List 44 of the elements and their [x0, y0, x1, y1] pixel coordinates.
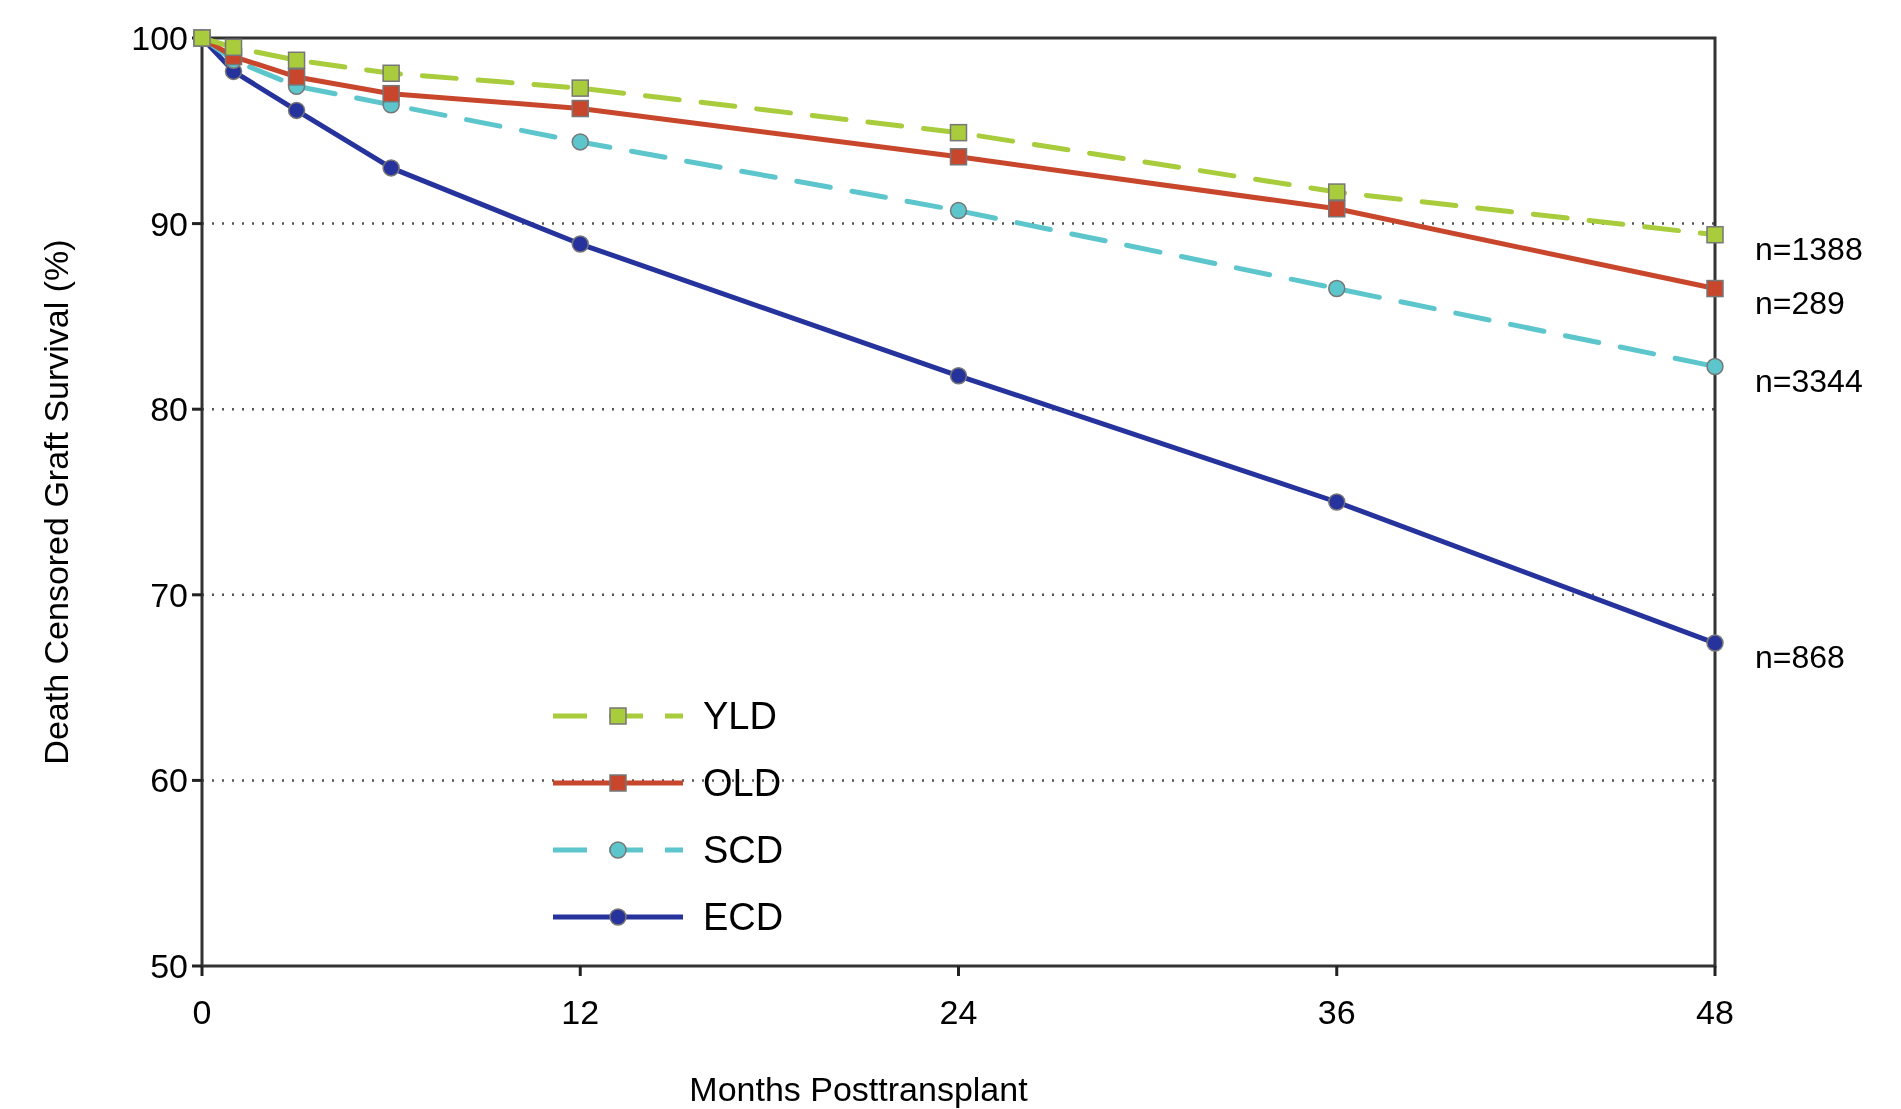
legend-label: ECD	[703, 896, 784, 939]
legend-label: OLD	[703, 762, 782, 805]
x-tick-label: 24	[939, 993, 978, 1031]
y-tick-label: 100	[131, 18, 188, 57]
point	[949, 367, 968, 385]
point	[1706, 279, 1724, 298]
point	[224, 38, 243, 57]
x-tick-label: 36	[1317, 993, 1356, 1031]
text: n=868	[1755, 639, 1845, 676]
point	[287, 51, 306, 70]
point	[1706, 357, 1724, 376]
point	[287, 68, 306, 86]
point	[571, 79, 589, 97]
point	[571, 99, 589, 118]
y-tick-label: 60	[150, 761, 188, 800]
y-tick-label: 80	[150, 390, 188, 429]
x-tick-label: 12	[561, 993, 600, 1031]
y-tick-label: 70	[150, 575, 188, 614]
point	[949, 201, 968, 220]
text: n=1388	[1755, 230, 1863, 267]
y-axis-title: Death Censored Graft Survival (%)	[37, 239, 75, 765]
point	[571, 235, 589, 253]
point	[1328, 493, 1346, 511]
point	[1706, 634, 1724, 652]
x-tick-label: 0	[192, 993, 212, 1031]
legend-label: SCD	[703, 829, 784, 872]
x-tick-label: 48	[1696, 993, 1734, 1031]
y-tick-label: 50	[150, 946, 188, 985]
point	[382, 159, 400, 177]
point	[1328, 183, 1346, 201]
point	[571, 133, 589, 151]
point	[1328, 279, 1346, 298]
point	[949, 123, 968, 142]
text: n=289	[1755, 284, 1845, 321]
point	[949, 148, 968, 166]
point	[382, 64, 400, 83]
legend-label: YLD	[703, 695, 777, 738]
y-tick-label: 90	[150, 204, 188, 243]
point	[382, 84, 400, 103]
text: n=3344	[1755, 362, 1863, 399]
point	[1328, 200, 1346, 218]
x-axis-title: Months Posttransplant	[689, 1070, 1029, 1108]
point	[1706, 225, 1724, 244]
point	[287, 101, 306, 120]
